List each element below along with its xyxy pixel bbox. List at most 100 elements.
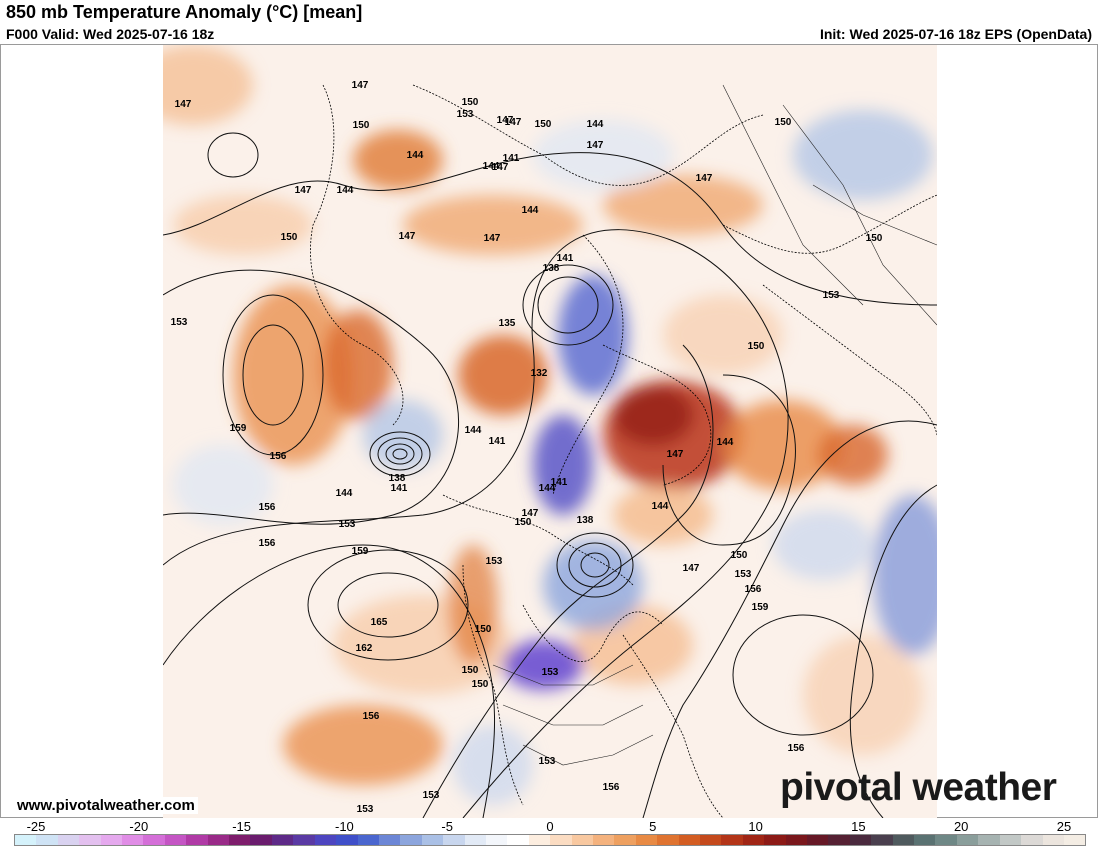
colorbar-swatch (785, 835, 808, 845)
colorbar-tick-label: -10 (334, 819, 354, 834)
contour-label: 150 (353, 120, 370, 131)
contour-label: 159 (752, 602, 769, 613)
colorbar-swatch (378, 835, 401, 845)
colorbar-tick-label: -5 (441, 819, 453, 834)
website-url[interactable]: www.pivotalweather.com (14, 797, 198, 814)
colorbar-swatch (36, 835, 58, 845)
colorbar-swatch (956, 835, 979, 845)
contour-label: 153 (171, 317, 188, 328)
contour-label: 156 (788, 743, 805, 754)
colorbar-swatch (678, 835, 700, 845)
colorbar-swatch (935, 835, 957, 845)
contour-label: 156 (259, 502, 276, 513)
colorbar-swatch (807, 835, 829, 845)
contour-label: 150 (535, 119, 552, 130)
colorbar-swatch (400, 835, 422, 845)
contour-label: 153 (823, 290, 840, 301)
colorbar-swatch (100, 835, 123, 845)
coastlines (310, 84, 937, 818)
contour-label: 153 (457, 109, 474, 120)
colorbar-swatch (485, 835, 508, 845)
colorbar-swatch (464, 835, 486, 845)
contour-label: 141 (557, 253, 574, 264)
colorbar-swatch (592, 835, 615, 845)
colorbar-tick-label: 15 (851, 819, 866, 834)
colorbar-swatch (849, 835, 872, 845)
valid-time: F000 Valid: Wed 2025-07-16 18z (6, 26, 215, 42)
colorbar-swatch (978, 835, 1000, 845)
colorbar-swatch (421, 835, 444, 845)
contour-label: 156 (363, 711, 380, 722)
contour-label: 150 (748, 341, 765, 352)
colorbar-swatch (1063, 835, 1086, 845)
colorbar-tick-label: 0 (546, 819, 554, 834)
colorbar-swatch (314, 835, 337, 845)
colorbar-swatch (207, 835, 230, 845)
contour-label: 156 (603, 782, 620, 793)
contour-label: 147 (497, 115, 514, 126)
contour-label: 147 (175, 99, 192, 110)
contour-label: 144 (465, 425, 482, 436)
pivotal-weather-logo: pivotal weather (780, 766, 1057, 809)
contour-label: 156 (745, 584, 762, 595)
contour-label: 147 (492, 162, 509, 173)
contour-label: 141 (551, 477, 568, 488)
colorbar-swatch (550, 835, 572, 845)
colorbar-swatch (57, 835, 80, 845)
contour-label: 138 (389, 473, 406, 484)
contour-label: 150 (515, 517, 532, 528)
contour-label: 144 (483, 161, 500, 172)
contour-label: 165 (371, 617, 388, 628)
colorbar-swatch (250, 835, 272, 845)
colorbar-swatch (336, 835, 358, 845)
contour-label: 135 (499, 318, 516, 329)
contour-label: 153 (542, 667, 559, 678)
contour-label: 141 (489, 436, 506, 447)
colorbar-swatch (635, 835, 658, 845)
colorbar-tick-label: 20 (953, 819, 969, 834)
colorbar-swatch (1042, 835, 1064, 845)
contour-label: 147 (683, 563, 700, 574)
boundaries (492, 84, 937, 766)
colorbar-swatch (122, 835, 144, 845)
colorbar-tick-label: 10 (748, 819, 763, 834)
colorbar-swatch (507, 835, 529, 845)
contour-label: 141 (391, 483, 408, 494)
colorbar-swatch (271, 835, 294, 845)
colorbar-swatch (79, 835, 101, 845)
colorbar-swatch (764, 835, 786, 845)
contour-label: 138 (577, 515, 594, 526)
colorbar-swatch (186, 835, 208, 845)
contour-label: 147 (587, 140, 604, 151)
contour-label: 156 (259, 538, 276, 549)
contour-label: 147 (696, 173, 713, 184)
contour-label: 141 (503, 153, 520, 164)
colorbar-swatch (229, 835, 251, 845)
contour-label: 150 (866, 233, 883, 244)
colorbar-tick-label: -20 (129, 819, 149, 834)
contour-label: 144 (336, 488, 353, 499)
contour-label: 156 (270, 451, 287, 462)
colorbar-tick-label: -15 (232, 819, 251, 834)
contour-label: 153 (735, 569, 752, 580)
contour-label: 138 (543, 263, 560, 274)
colorbar-swatch (892, 835, 915, 845)
contour-label: 150 (462, 665, 479, 676)
colorbar-swatch (571, 835, 593, 845)
anomaly-shading (163, 45, 937, 805)
colorbar-swatch (914, 835, 936, 845)
colorbar-swatch (293, 835, 315, 845)
contour-label: 147 (484, 233, 501, 244)
map-title: 850 mb Temperature Anomaly (°C) [mean] (6, 2, 363, 22)
contour-label: 150 (775, 117, 792, 128)
colorbar-swatch (357, 835, 379, 845)
contour-label: 150 (475, 624, 492, 635)
colorbar (14, 834, 1086, 846)
contour-label: 162 (356, 643, 373, 654)
contour-label: 144 (337, 185, 354, 196)
contour-label: 147 (522, 508, 539, 519)
contour-label: 144 (539, 483, 556, 494)
contour-label: 150 (731, 550, 748, 561)
contour-label: 144 (587, 119, 604, 130)
